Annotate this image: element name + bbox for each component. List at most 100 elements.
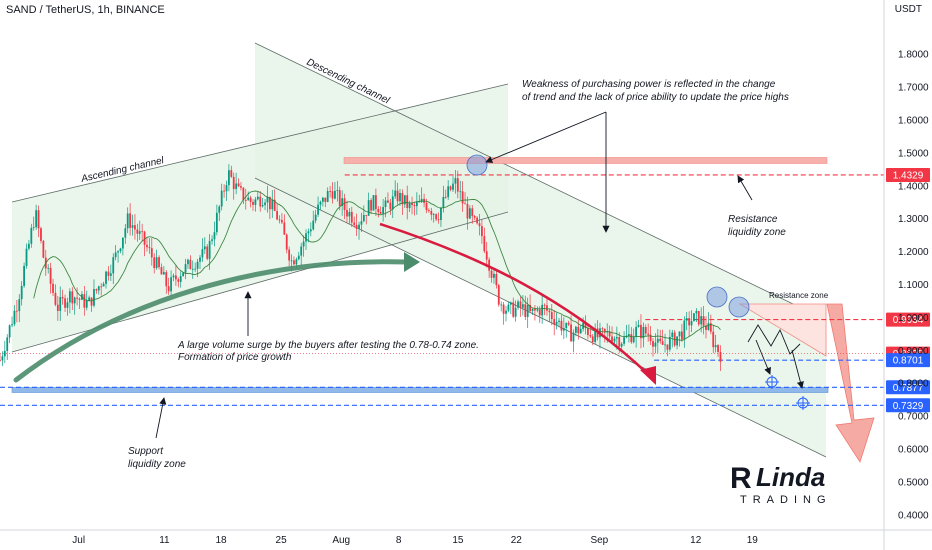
x-tick-label: 19 [747,535,759,546]
candle-body [83,294,86,308]
candle-body [0,360,1,361]
candle-body [671,332,674,337]
y-tick-label: 0.7000 [898,412,929,423]
candle-body [396,190,399,202]
candle-body [3,350,6,357]
bearish-projection-arrow [826,303,875,463]
candle-body [11,324,13,326]
x-tick-label: Jul [72,535,85,546]
candle-body [95,289,98,291]
candle-body [341,198,344,206]
candle-body [637,324,640,327]
candle-body [25,248,28,266]
candle-body [162,272,165,275]
y-tick-label: 0.6000 [898,445,929,456]
descending-channel-lower [254,177,827,458]
bullish-curve-arrow [13,259,411,383]
candle-body [131,225,134,228]
candle-body [705,325,707,330]
candle-body [343,198,346,210]
candle-body [685,318,688,321]
moving-average-line [33,190,721,341]
svg-text:Linda: Linda [756,462,825,492]
candle-body [228,170,230,186]
resistance-zone-label: Resistance zone [769,291,829,300]
svg-text:0.7329: 0.7329 [893,401,924,412]
candle-body [567,322,570,325]
candle-body [606,331,609,333]
candle-body [155,257,158,269]
candle-body [647,333,650,335]
candle-body [678,331,681,337]
candle-body [587,328,589,336]
candle-body [714,345,717,348]
candle-body [620,343,623,347]
candle-body [56,304,59,311]
candle-body [490,270,493,278]
candle-body [15,310,18,312]
support-liquidity-band [11,387,829,393]
candle-body [565,322,568,329]
candle-body [290,260,293,262]
candle-body [206,246,209,259]
candle-body [348,211,351,217]
candle-body [611,336,613,342]
ascending-channel-upper [11,83,509,203]
candle-body [697,310,700,325]
candle-body [574,326,577,333]
y-tick-label: 0.8000 [898,379,929,390]
candle-body [78,298,81,300]
candle-body [389,202,392,210]
y-tick-label: 1.2000 [898,247,929,258]
candle-body [199,257,201,262]
candle-body [117,251,119,253]
candle-body [452,183,454,190]
candle-body [293,260,295,265]
candle-body [336,190,339,191]
candle-body [276,211,278,220]
candle-body [623,337,625,344]
candle-body [411,203,413,206]
candle-body [189,259,192,270]
candle-body [170,277,172,292]
candle-body [555,321,558,325]
candle-body [321,197,324,202]
candle-body [365,215,368,216]
candle-body [406,195,409,209]
candle-body [148,247,151,249]
candle-body [524,304,527,317]
candle-body [572,332,575,342]
candle-body [700,316,703,325]
candle-body [85,300,88,308]
candle-body [177,279,180,282]
candle-body [589,335,592,337]
price-axis: 1.8000 1.7000 1.6000 1.5000 1.4000 1.3000 1.20… [883,0,929,550]
candle-body [514,307,517,317]
candle-body [309,229,312,232]
candle-body [558,320,560,322]
candle-body [247,197,250,201]
candle-body [459,191,462,193]
price-level-badge: 0.7877 [886,380,930,395]
candle-body [502,304,505,314]
candle-body [300,246,303,256]
candle-body [266,196,269,203]
candle-body [30,227,33,244]
svg-text:0.7877: 0.7877 [893,383,924,394]
candle-body [18,299,21,312]
candle-body [23,265,25,286]
candle-body [237,183,240,187]
candle-body [430,211,433,215]
candle-body [370,200,372,211]
candle-body [194,268,197,270]
candle-body [121,237,124,249]
candle-body [213,232,216,240]
candle-body [191,268,194,270]
candle-body [223,190,225,192]
candle-body [529,305,532,311]
candle-body [377,209,380,213]
x-tick-label: 8 [396,535,402,546]
candle-body [719,351,722,362]
top-marker-3 [728,296,750,318]
